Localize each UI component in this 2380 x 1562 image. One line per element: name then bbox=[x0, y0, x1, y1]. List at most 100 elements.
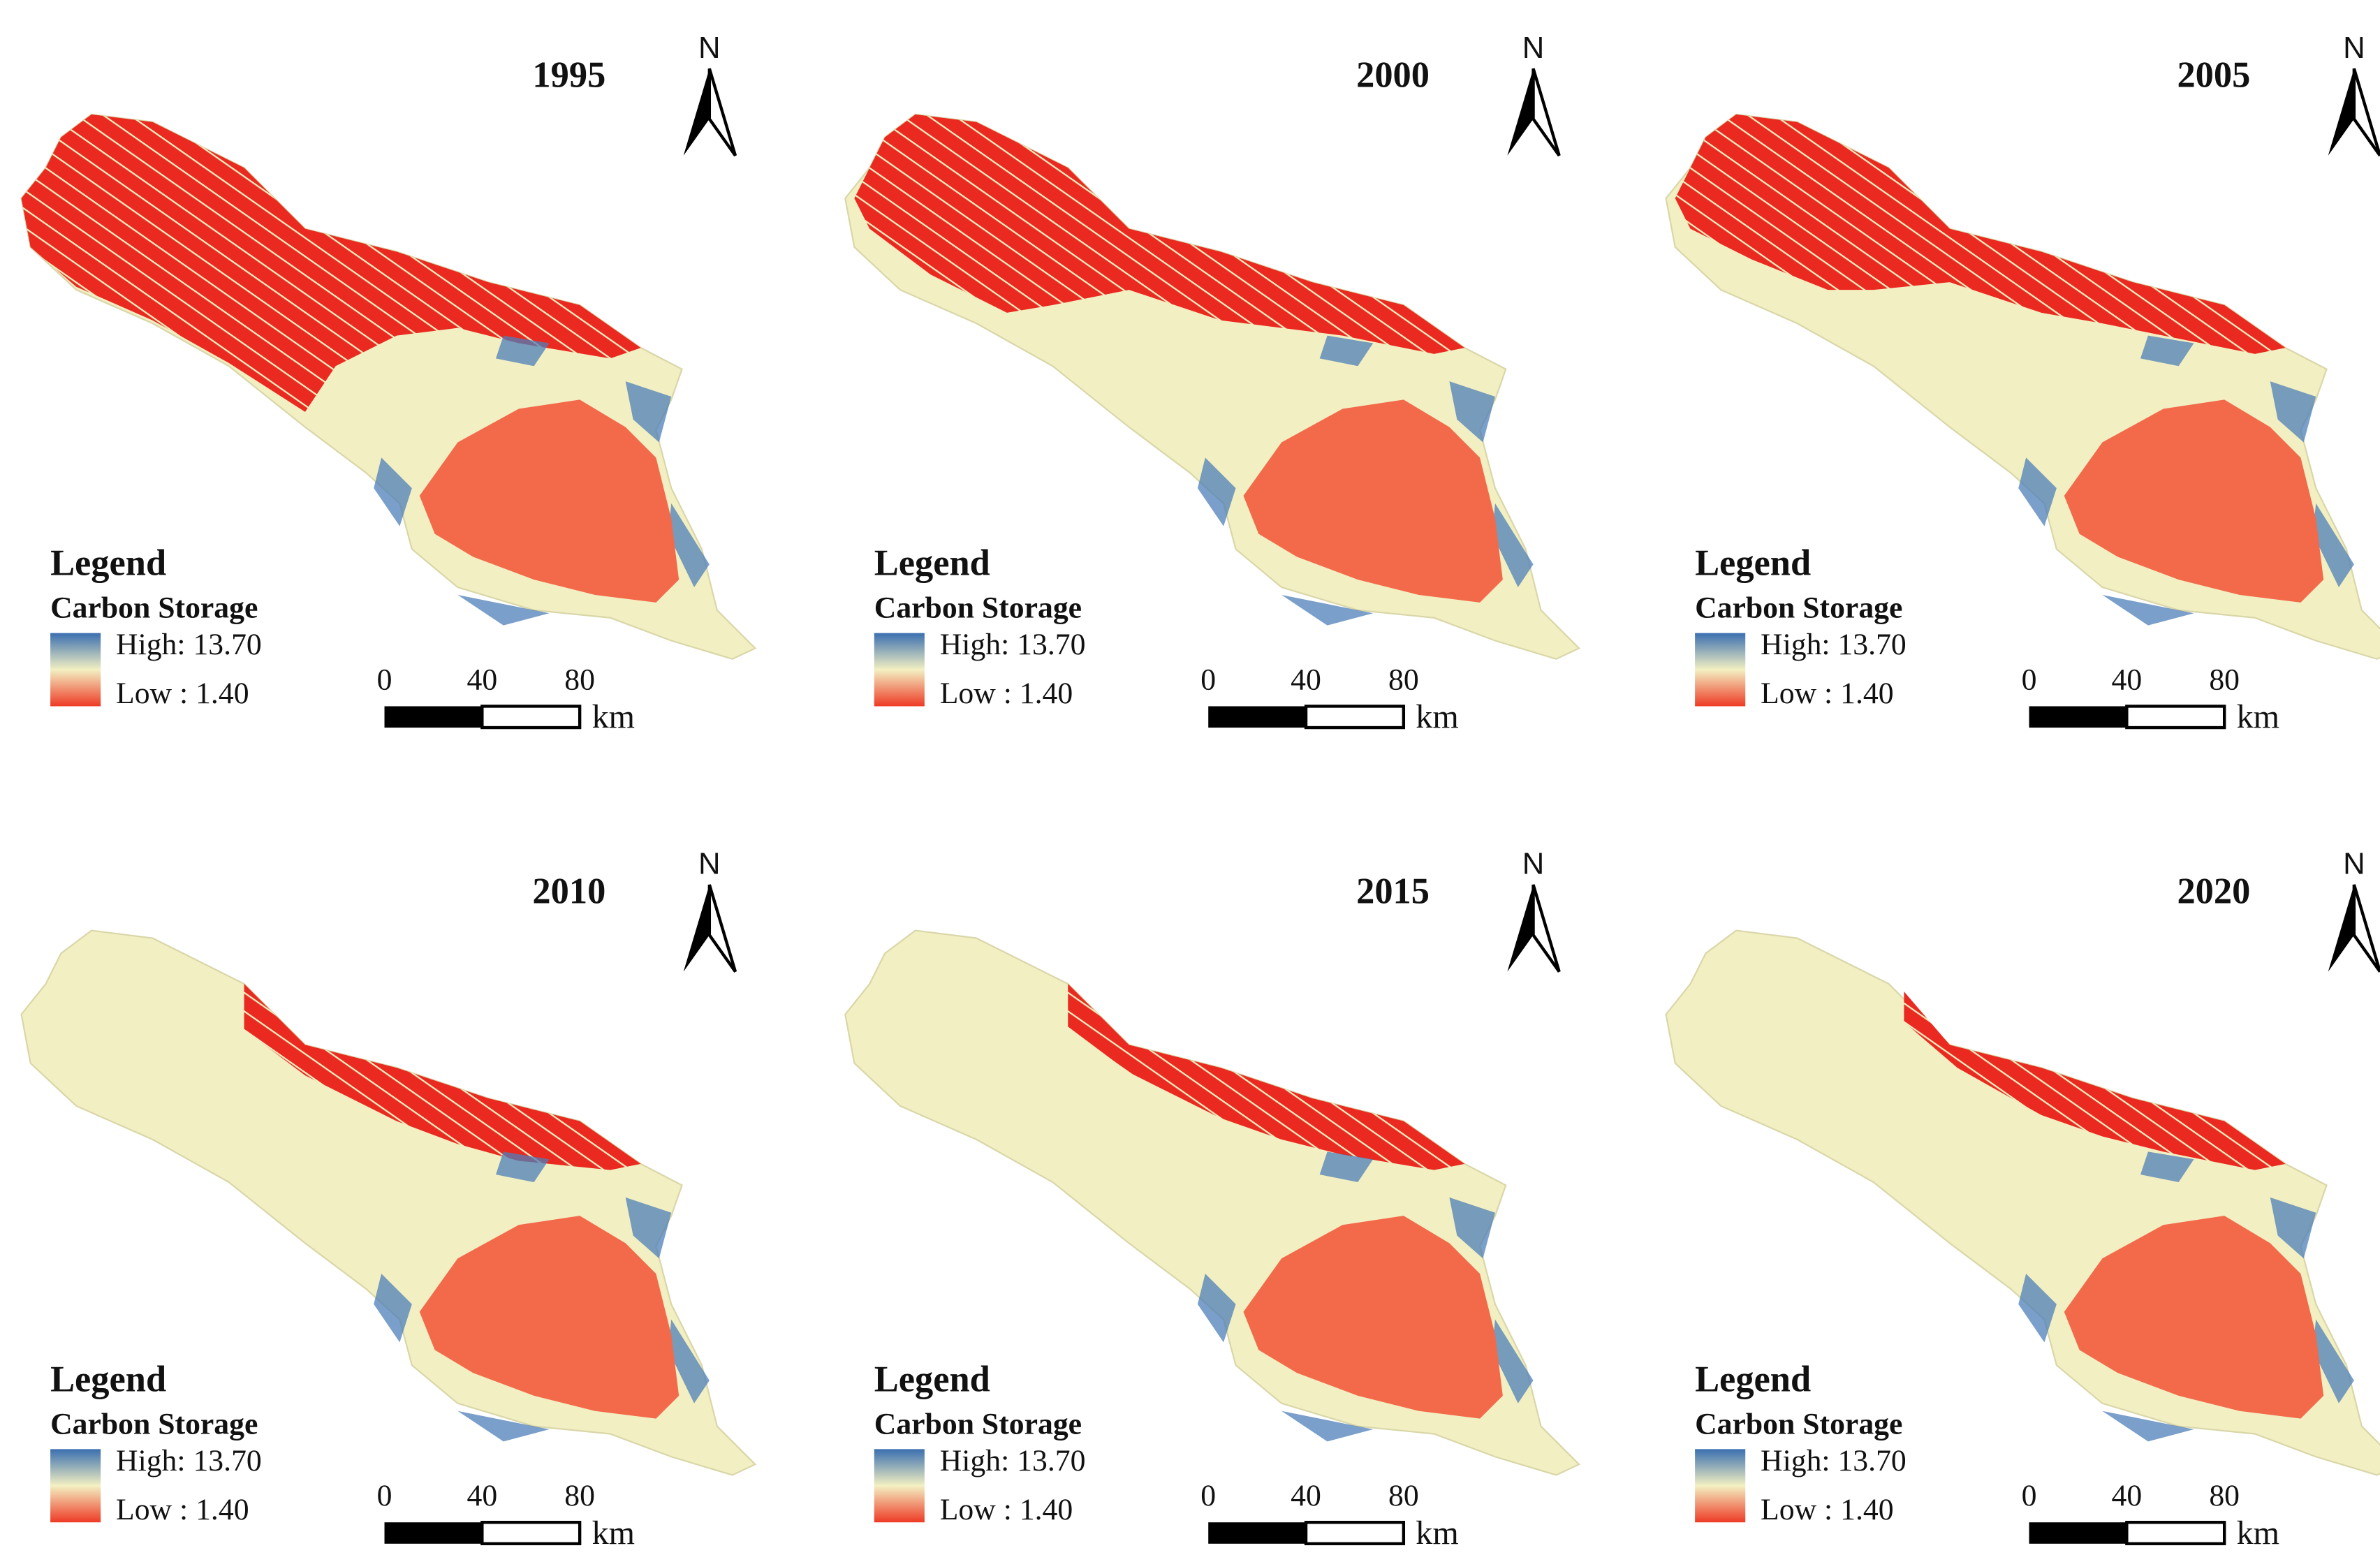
scale-tick-label: 40 bbox=[2112, 1479, 2143, 1512]
scale-unit: km bbox=[1416, 1515, 1458, 1552]
scale-tick-label: 40 bbox=[2112, 663, 2143, 696]
north-arrow bbox=[2328, 885, 2354, 972]
legend-subtitle: Carbon Storage bbox=[874, 1407, 1082, 1441]
year-title: 2010 bbox=[532, 871, 605, 911]
legend-low: Low : 1.40 bbox=[1761, 1493, 1894, 1526]
legend-subtitle: Carbon Storage bbox=[1695, 591, 1902, 625]
scale-tick-label: 80 bbox=[564, 1479, 595, 1512]
high-storage-area bbox=[374, 1274, 412, 1343]
north-arrow bbox=[683, 885, 710, 972]
scale-tick-label: 80 bbox=[2209, 1479, 2240, 1512]
scale-tick-label: 0 bbox=[2022, 1479, 2037, 1512]
scale-tick-label: 0 bbox=[377, 1479, 392, 1512]
legend-subtitle: Carbon Storage bbox=[50, 1407, 258, 1441]
north-label: N bbox=[2343, 847, 2365, 881]
lake-area bbox=[419, 1216, 680, 1419]
north-arrow bbox=[2352, 68, 2380, 157]
scale-bar-black bbox=[384, 706, 483, 728]
north-label: N bbox=[2343, 31, 2365, 65]
scale-tick-label: 80 bbox=[2209, 663, 2240, 696]
high-storage-area bbox=[1281, 1410, 1374, 1442]
legend-swatch bbox=[1695, 633, 1746, 707]
legend-swatch bbox=[1695, 1449, 1746, 1523]
high-storage-area bbox=[2270, 1197, 2316, 1259]
legend-low: Low : 1.40 bbox=[940, 677, 1073, 710]
low-storage-area bbox=[21, 114, 641, 412]
high-storage-area bbox=[2102, 594, 2194, 626]
north-arrow bbox=[683, 68, 710, 156]
high-storage-area bbox=[2102, 1410, 2194, 1442]
legend-subtitle: Carbon Storage bbox=[874, 591, 1082, 625]
legend-high: High: 13.70 bbox=[116, 628, 262, 661]
scale-bar-black bbox=[384, 1522, 483, 1544]
legend-swatch bbox=[874, 1449, 925, 1523]
high-storage-area bbox=[668, 503, 710, 588]
north-arrow bbox=[2352, 884, 2380, 973]
high-storage-area bbox=[625, 381, 672, 443]
legend-title: Legend bbox=[1695, 543, 1811, 584]
legend-title: Legend bbox=[50, 1359, 166, 1399]
year-title: 2000 bbox=[1356, 55, 1430, 96]
year-title: 2005 bbox=[2177, 55, 2250, 96]
north-arrow bbox=[2328, 68, 2354, 156]
scale-tick-label: 80 bbox=[1388, 663, 1419, 696]
high-storage-area bbox=[1197, 457, 1236, 526]
high-storage-area bbox=[457, 594, 550, 626]
legend-title: Legend bbox=[874, 1359, 990, 1399]
legend-title: Legend bbox=[874, 543, 990, 584]
low-storage-area bbox=[1675, 114, 2286, 354]
high-storage-area bbox=[374, 457, 412, 526]
legend-swatch bbox=[50, 633, 101, 707]
scale-tick-label: 0 bbox=[1200, 663, 1216, 696]
high-storage-area bbox=[1281, 594, 1374, 626]
scale-unit: km bbox=[1416, 698, 1458, 735]
year-title: 2020 bbox=[2177, 871, 2250, 911]
north-arrow bbox=[1531, 884, 1561, 973]
north-label: N bbox=[1522, 31, 1545, 65]
high-storage-area bbox=[2140, 1151, 2194, 1183]
high-storage-area bbox=[625, 1197, 672, 1259]
high-storage-area bbox=[496, 1151, 550, 1183]
scale-unit: km bbox=[592, 698, 635, 735]
legend-high: High: 13.70 bbox=[116, 1444, 262, 1478]
high-storage-area bbox=[1319, 335, 1374, 367]
north-label: N bbox=[698, 847, 721, 881]
high-storage-area bbox=[457, 1410, 550, 1442]
legend-low: Low : 1.40 bbox=[116, 1493, 249, 1526]
scale-tick-label: 40 bbox=[467, 663, 497, 696]
scale-tick-label: 0 bbox=[1200, 1479, 1216, 1512]
high-storage-area bbox=[2018, 1274, 2057, 1343]
legend-low: Low : 1.40 bbox=[116, 677, 249, 710]
low-storage-area bbox=[1068, 984, 1465, 1170]
north-arrow bbox=[707, 68, 737, 157]
scale-unit: km bbox=[592, 1515, 635, 1552]
year-title: 1995 bbox=[532, 55, 605, 96]
lake-area bbox=[419, 399, 680, 603]
high-storage-area bbox=[2018, 457, 2057, 526]
year-title: 2015 bbox=[1356, 871, 1430, 911]
scale-unit: km bbox=[2237, 698, 2279, 735]
high-storage-area bbox=[668, 1319, 710, 1403]
high-storage-area bbox=[1449, 1197, 1495, 1259]
lake-area bbox=[2064, 399, 2324, 603]
scale-bar-white bbox=[1304, 1521, 1406, 1545]
legend-title: Legend bbox=[50, 543, 166, 584]
legend-subtitle: Carbon Storage bbox=[1695, 1407, 1902, 1441]
scale-bar-black bbox=[1208, 706, 1307, 728]
high-storage-area bbox=[2312, 503, 2354, 588]
legend-swatch bbox=[50, 1449, 101, 1523]
legend-high: High: 13.70 bbox=[1761, 1444, 1907, 1478]
scale-tick-label: 80 bbox=[564, 663, 595, 696]
legend-low: Low : 1.40 bbox=[940, 1493, 1073, 1526]
high-storage-area bbox=[1319, 1151, 1374, 1183]
high-storage-area bbox=[2140, 335, 2194, 367]
high-storage-area bbox=[1492, 1319, 1534, 1403]
high-storage-area bbox=[2312, 1319, 2354, 1403]
scale-bar-black bbox=[1208, 1522, 1307, 1544]
scale-tick-label: 80 bbox=[1388, 1479, 1419, 1512]
low-storage-area bbox=[854, 114, 1465, 354]
low-storage-area bbox=[1904, 991, 2286, 1170]
scale-bar-black bbox=[2029, 1522, 2127, 1544]
north-arrow bbox=[1531, 68, 1561, 157]
scale-tick-label: 0 bbox=[377, 663, 392, 696]
